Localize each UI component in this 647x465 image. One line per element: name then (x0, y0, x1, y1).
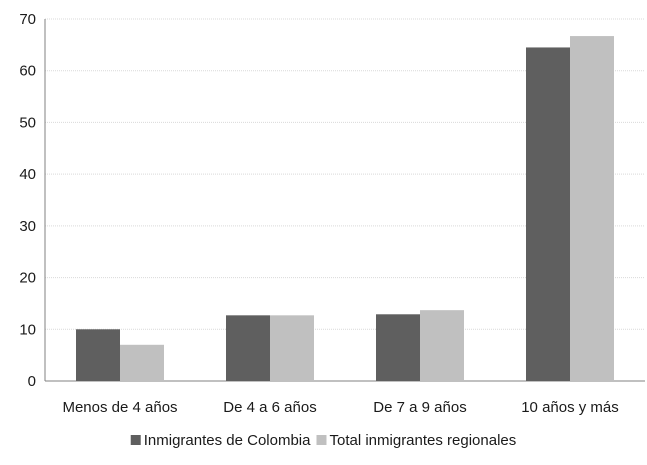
y-tick-label: 30 (19, 218, 36, 235)
x-category-label: Menos de 4 años (62, 399, 177, 416)
bar-colombia (526, 47, 570, 381)
y-tick-label: 50 (19, 114, 36, 131)
bar-regional (120, 344, 164, 381)
gridlines (45, 18, 645, 330)
bar-regional (420, 310, 464, 381)
bars (76, 36, 614, 382)
y-tick-label: 40 (19, 166, 36, 183)
bar-colombia (76, 329, 120, 381)
y-tick-label: 20 (19, 270, 36, 287)
legend-items: Inmigrantes de Colombia Total inmigrantes… (130, 432, 516, 449)
legend-swatch (130, 435, 141, 445)
legend-swatch (316, 435, 327, 445)
x-category-label: De 4 a 6 años (223, 399, 316, 416)
y-tick-label: 10 (19, 321, 36, 338)
legend-label: Inmigrantes de Colombia (144, 432, 311, 449)
bar-regional (270, 315, 314, 381)
legend: Inmigrantes de Colombia Total inmigrantes… (130, 432, 516, 449)
legend-label: Total inmigrantes regionales (329, 432, 516, 449)
bar-colombia (226, 315, 270, 381)
x-category-label: 10 años y más (521, 399, 619, 416)
bar-colombia (376, 314, 420, 381)
bar-regional (570, 36, 614, 382)
x-category-label: De 7 a 9 años (373, 399, 466, 416)
axis-labels: 0 10 20 30 40 50 60 70 Menos de 4 años De 4 a 6 a… (19, 11, 618, 416)
y-tick-label: 0 (28, 373, 36, 390)
y-tick-label: 60 (19, 63, 36, 80)
y-tick-label: 70 (19, 11, 36, 28)
